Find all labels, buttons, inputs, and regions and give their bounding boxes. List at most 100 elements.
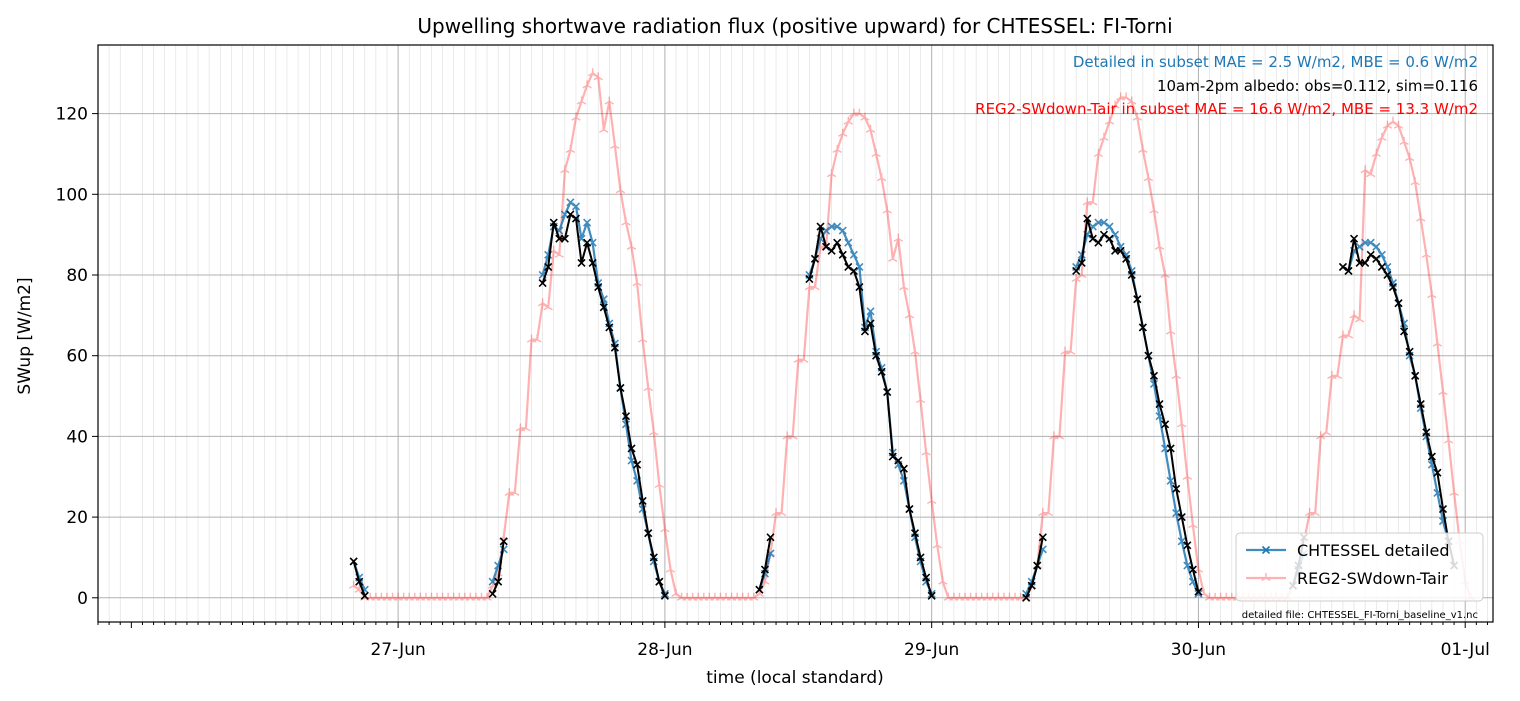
series-point <box>610 140 620 149</box>
series-point <box>1104 116 1115 125</box>
series-point <box>565 144 576 154</box>
series-point <box>943 592 954 601</box>
series-point <box>654 479 665 488</box>
series-point <box>1343 330 1354 339</box>
series-point <box>1010 592 1020 601</box>
series-point <box>593 72 603 81</box>
series-point <box>982 592 992 601</box>
series-point <box>1088 197 1098 206</box>
series-point <box>1316 431 1326 440</box>
series-point <box>1094 238 1103 247</box>
series-point <box>1438 387 1448 396</box>
series-point <box>1077 258 1086 267</box>
series-point <box>665 564 676 573</box>
annotation-detailed-stats: Detailed in subset MAE = 2.5 W/m2, MBE =… <box>1073 53 1478 71</box>
series-point <box>833 222 842 231</box>
x-tick-label: 27-Jun <box>370 640 425 660</box>
series-point <box>1105 222 1114 231</box>
series-point <box>504 487 514 496</box>
legend-sample-reg2-swdown-tair <box>1246 573 1286 582</box>
series-point <box>816 222 825 231</box>
series-point <box>822 226 831 235</box>
series-point <box>877 367 886 376</box>
series-point <box>1366 238 1375 247</box>
series-point <box>560 165 570 174</box>
series-point <box>1093 148 1104 158</box>
series-point <box>977 592 987 601</box>
series-point <box>437 592 448 601</box>
series-point <box>1144 351 1153 360</box>
series-point <box>1388 116 1398 125</box>
series-point <box>638 496 647 506</box>
series-point <box>1411 371 1420 380</box>
series-point <box>755 585 764 594</box>
series-point <box>682 592 692 601</box>
series-point <box>1038 508 1048 517</box>
series-point <box>460 592 470 601</box>
series-point <box>566 198 575 207</box>
y-tick-label: 40 <box>66 427 88 447</box>
series-point <box>965 592 976 601</box>
series-point <box>872 351 881 360</box>
series-point <box>688 592 698 601</box>
series-point <box>526 334 537 343</box>
legend-marker <box>1261 545 1271 555</box>
series-point <box>999 592 1009 601</box>
series-point <box>1360 165 1370 174</box>
series-point <box>899 464 908 473</box>
series-point <box>743 592 753 601</box>
series-point <box>793 354 803 363</box>
series-point <box>510 487 520 496</box>
legend-box <box>1235 532 1484 602</box>
series-point <box>621 412 631 421</box>
series-point <box>1043 508 1054 517</box>
series-point <box>960 592 970 601</box>
series-point <box>1177 419 1187 428</box>
series-point <box>899 282 909 291</box>
series-point <box>782 431 792 440</box>
series-point <box>1393 120 1404 129</box>
annotation-albedo: 10am-2pm albedo: obs=0.112, sim=0.116 <box>1157 77 1478 95</box>
series-point <box>1099 230 1109 239</box>
series-point <box>893 233 903 242</box>
series-point <box>844 262 853 271</box>
y-tick-label: 80 <box>66 266 88 286</box>
series-point <box>1383 270 1392 280</box>
series-point <box>482 592 492 601</box>
series-point <box>988 592 998 601</box>
series-point <box>1088 234 1097 243</box>
series-point <box>883 387 892 397</box>
series-point <box>843 116 853 125</box>
series-point <box>826 169 837 178</box>
series-point <box>838 128 848 137</box>
y-axis-title: SWup [W/m2] <box>15 277 35 394</box>
series-point <box>1321 427 1331 436</box>
series-point <box>1344 266 1353 276</box>
series-point <box>693 592 703 601</box>
legend-sample-group <box>1246 573 1286 582</box>
series-point <box>627 444 636 453</box>
series-point <box>1077 269 1087 279</box>
series-point <box>1004 592 1015 601</box>
series-point <box>1227 592 1237 601</box>
series-point <box>993 592 1004 601</box>
series-point <box>577 258 586 267</box>
series-point <box>927 591 936 600</box>
series-point <box>855 262 864 271</box>
series-point <box>910 346 920 355</box>
series-point <box>704 592 715 601</box>
y-tick-label: 20 <box>66 508 88 528</box>
series-point <box>1172 484 1181 493</box>
series-point <box>632 278 642 287</box>
series-point <box>393 592 403 601</box>
series-point <box>1155 400 1164 409</box>
series-point <box>1382 120 1393 129</box>
series-point <box>1400 327 1409 336</box>
series-point <box>1416 400 1425 409</box>
series-point <box>1115 92 1126 101</box>
series-point <box>721 592 731 601</box>
series-point <box>1405 347 1414 356</box>
series-point <box>465 592 476 601</box>
